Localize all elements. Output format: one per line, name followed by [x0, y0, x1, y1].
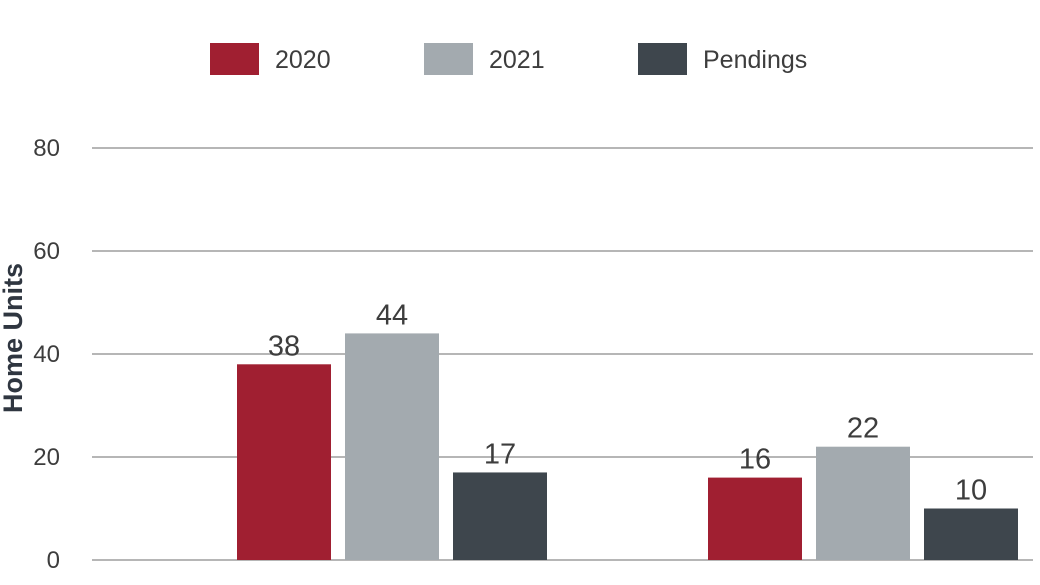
value-label: 17: [484, 438, 516, 470]
value-label: 22: [847, 413, 879, 445]
bar-2020-1: [237, 364, 331, 560]
y-tick-label: 20: [33, 444, 60, 471]
legend-swatch-pendings: [638, 43, 687, 75]
value-label: 44: [376, 299, 408, 331]
value-label: 38: [268, 330, 300, 362]
bar-2021-2: [816, 446, 910, 560]
bar-pendings-1: [453, 472, 547, 560]
y-tick-label: 80: [33, 135, 60, 162]
legend-label-2021: 2021: [489, 46, 545, 74]
bar-pendings-2: [924, 508, 1018, 560]
value-label: 16: [739, 444, 771, 476]
y-tick-label: 0: [47, 547, 60, 574]
legend-swatch-2020: [210, 43, 259, 75]
y-tick-label: 40: [33, 341, 60, 368]
legend-label-2020: 2020: [275, 46, 331, 74]
legend: 2020 2021 Pendings: [210, 43, 807, 75]
bars: [237, 333, 1018, 560]
bar-2021-1: [345, 333, 439, 560]
legend-label-pendings: Pendings: [703, 46, 807, 74]
y-axis-ticks: 0 20 40 60 80: [33, 135, 60, 574]
bar-2020-2: [708, 477, 802, 560]
value-labels: 38 44 17 16 22 10: [268, 299, 987, 506]
legend-swatch-2021: [424, 43, 473, 75]
y-axis-title: Home Units: [0, 263, 28, 413]
value-label: 10: [955, 475, 987, 507]
y-tick-label: 60: [33, 238, 60, 265]
